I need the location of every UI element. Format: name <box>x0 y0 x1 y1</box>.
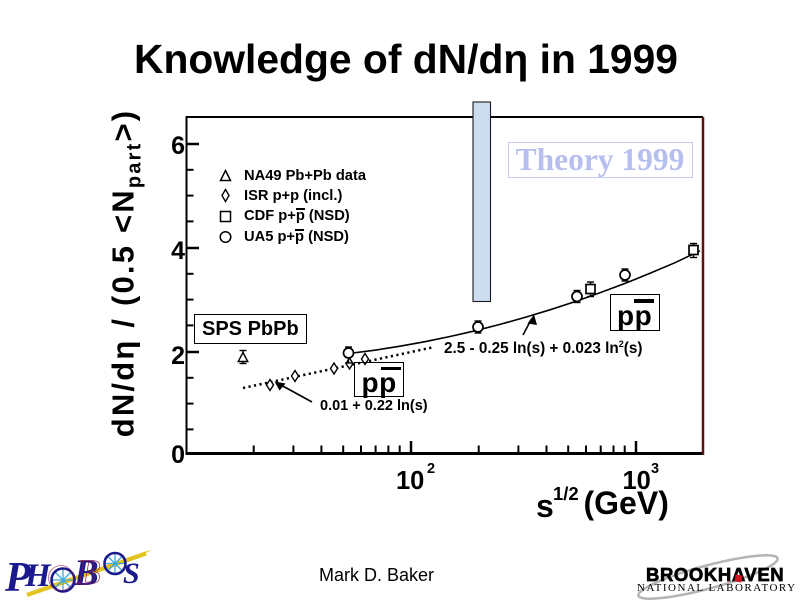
svg-text:S: S <box>123 557 140 590</box>
svg-text:B: B <box>76 552 101 592</box>
svg-text:H: H <box>24 558 52 594</box>
svg-text:P: P <box>4 555 31 600</box>
svg-text:B: B <box>73 553 99 594</box>
